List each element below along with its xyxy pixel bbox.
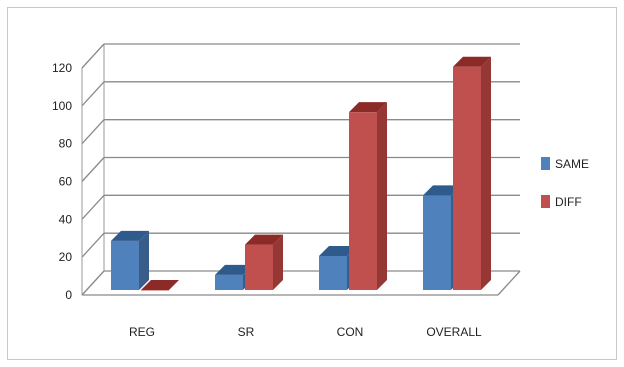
x-axis-labels: REG SR CON OVERALL (129, 325, 482, 339)
bar-front (319, 255, 347, 290)
bar-front (215, 274, 243, 290)
bar-front (453, 66, 481, 291)
bar-side (377, 102, 387, 290)
gridline-depth (81, 270, 105, 296)
gridline-depth (81, 194, 105, 220)
y-tick-label: 100 (52, 99, 72, 113)
bar-front (245, 244, 273, 290)
bar-top (453, 56, 491, 67)
gridline-depth (81, 157, 105, 182)
bar-top (349, 102, 387, 113)
x-tick-label: SR (238, 325, 255, 339)
bar-front (423, 195, 451, 290)
legend-swatch-same (541, 157, 550, 170)
y-tick-label: 80 (59, 137, 73, 151)
chart-floor (82, 270, 521, 296)
bar-front (141, 290, 169, 291)
bar-diff-reg (141, 280, 179, 291)
bar-top (423, 185, 461, 196)
bar-side (481, 56, 491, 291)
gridline-depth (81, 43, 105, 69)
y-tick-label: 20 (59, 250, 73, 264)
x-tick-label: REG (129, 325, 155, 339)
bar-diff-overall (453, 56, 491, 291)
bar-front (111, 240, 139, 290)
bar-top (141, 280, 179, 290)
x-tick-label: OVERALL (426, 325, 482, 339)
chart-frame (7, 7, 617, 360)
bar-diff-sr (245, 234, 283, 290)
legend-label-same: SAME (555, 157, 589, 171)
y-tick-label: 40 (59, 212, 73, 226)
gridline-depth (81, 81, 105, 107)
legend-label-diff: DIFF (555, 195, 582, 209)
gridline-depth (81, 232, 105, 258)
y-tick-label: 60 (59, 175, 73, 189)
x-tick-label: CON (337, 325, 364, 339)
floor-right-edge (497, 270, 521, 296)
bar-top (111, 230, 149, 241)
bar-top (245, 234, 283, 245)
bar-side (139, 230, 149, 290)
bar-diff-con (349, 102, 387, 290)
bar-front (349, 112, 377, 290)
legend: SAME DIFF (541, 157, 589, 209)
bar-top (215, 264, 253, 275)
y-tick-label: 120 (52, 61, 72, 75)
legend-swatch-diff (541, 195, 550, 208)
bar-side (273, 234, 283, 290)
y-axis: 0 20 40 60 80 100 120 (52, 61, 83, 302)
y-tick-label: 0 (65, 288, 72, 302)
bar-top (319, 245, 357, 256)
bar-same-reg (111, 230, 149, 290)
bars (111, 56, 491, 291)
gridline-depth (81, 119, 105, 145)
